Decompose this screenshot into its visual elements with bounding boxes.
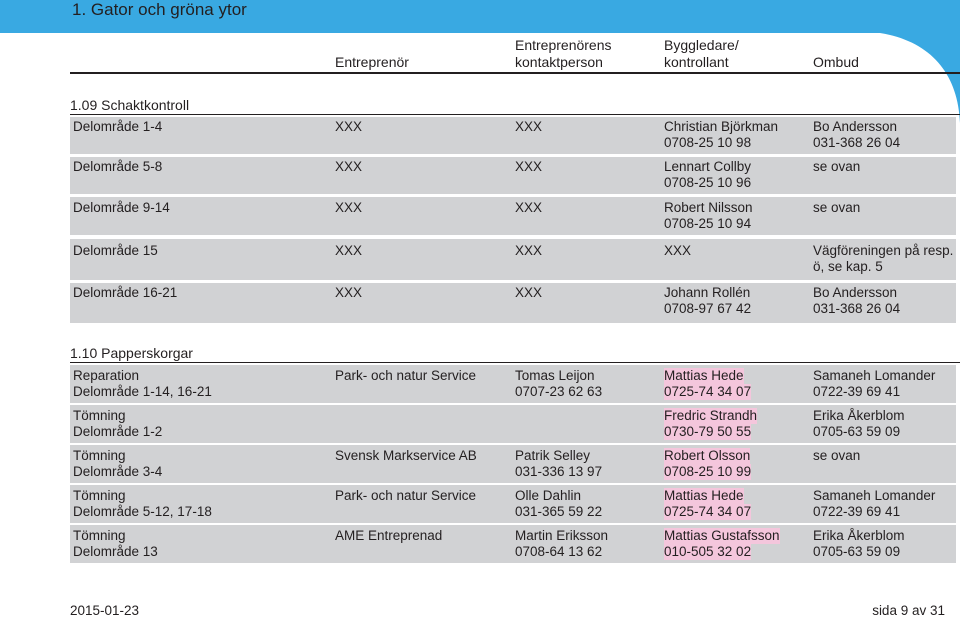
ombud-phone: 0705-63 59 09 [813, 544, 901, 559]
ombud-name: se ovan [813, 448, 861, 463]
kontakt-name: Olle Dahlin [515, 488, 582, 503]
area-label: Delområde 1-2 [73, 424, 163, 439]
area-type: Reparation [73, 368, 140, 383]
entreprenor-value: Park- och natur Service [335, 368, 477, 383]
area-label: Delområde 3-4 [73, 464, 163, 479]
bygg-phone: 0708-25 10 99 [664, 464, 752, 480]
kontakt-name: Tomas Leijon [515, 368, 595, 383]
area-label: Delområde 1-14, 16-21 [73, 384, 212, 399]
table-row: Tömning Delområde 1-2 Fredric Strandh 0730… [70, 405, 956, 443]
kontakt-phone: 031-336 13 97 [515, 464, 603, 479]
table-row: Delområde 1-4 XXX XXX Christian Björkman… [70, 117, 956, 154]
area-label: Delområde 9-14 [73, 200, 170, 215]
kontakt-name: Patrik Selley [515, 448, 591, 463]
kontakt-value: XXX [515, 119, 543, 134]
page-title: 1. Gator och gröna ytor [72, 0, 247, 19]
kontakt-phone: 031-365 59 22 [515, 504, 603, 519]
table-row: Tömning Delområde 5-12, 17-18 Park- och n… [70, 485, 956, 523]
ombud-name: Bo Andersson [813, 119, 898, 134]
ombud-phone: 0722-39 69 41 [813, 504, 901, 519]
footer-date: 2015-01-23 [70, 603, 140, 618]
bygg-name: Mattias Hede [664, 488, 744, 504]
table-row: Reparation Delområde 1-14, 16-21 Park- oc… [70, 365, 956, 403]
bygg-name: XXX [664, 243, 692, 258]
entreprenor-value: XXX [335, 200, 363, 215]
bygg-name: Lennart Collby [664, 159, 752, 174]
ombud-phone: ö, se kap. 5 [813, 259, 883, 274]
bygg-name: Robert Nilsson [664, 200, 753, 215]
kontakt-value: XXX [515, 285, 543, 300]
area-label: Delområde 5-8 [73, 159, 163, 174]
section-divider [70, 362, 960, 363]
area-label: Delområde 1-4 [73, 119, 163, 134]
col-header-ombud: Ombud [813, 54, 859, 70]
table-row: Delområde 5-8 XXX XXX Lennart Collby 0708… [70, 157, 956, 194]
ombud-name: se ovan [813, 159, 861, 174]
table-row: Tömning Delområde 3-4 Svensk Markservice … [70, 445, 956, 483]
area-label: Delområde 13 [73, 544, 158, 559]
ombud-name: se ovan [813, 200, 861, 215]
header-divider [70, 72, 960, 74]
kontakt-phone: 0708-64 13 62 [515, 544, 603, 559]
ombud-phone: 0722-39 69 41 [813, 384, 901, 399]
entreprenor-value: XXX [335, 285, 363, 300]
ombud-name: Bo Andersson [813, 285, 898, 300]
section-divider [70, 114, 960, 115]
bygg-name: Robert Olsson [664, 448, 751, 464]
area-label: Delområde 5-12, 17-18 [73, 504, 212, 519]
bygg-name: Johann Rollén [664, 285, 751, 300]
ombud-phone: 031-368 26 04 [813, 301, 901, 316]
ombud-name: Erika Åkerblom [813, 528, 905, 543]
kontakt-value: XXX [515, 159, 543, 174]
entreprenor-value: Park- och natur Service [335, 488, 477, 503]
col-header-kontakt-line2: kontaktperson [515, 54, 603, 70]
page-number: sida 9 av 31 [872, 603, 945, 618]
bygg-phone: 0708-25 10 98 [664, 135, 752, 150]
ombud-name: Vägföreningen på resp. [813, 243, 954, 258]
bygg-phone: 0725-74 34 07 [664, 504, 752, 520]
table-row: Tömning Delområde 13 AME Entreprenad Mart… [70, 525, 956, 563]
ombud-phone: 031-368 26 04 [813, 135, 901, 150]
bygg-phone: 0708-25 10 96 [664, 175, 752, 190]
bygg-name: Fredric Strandh [664, 408, 758, 424]
col-header-bygg-line2: kontrollant [664, 54, 729, 70]
area-label: Delområde 16-21 [73, 285, 178, 300]
area-type: Tömning [73, 488, 126, 503]
table-row: Delområde 16-21 XXX XXX Johann Rollén 070… [70, 283, 956, 323]
bygg-phone: 0725-74 34 07 [664, 384, 752, 400]
area-type: Tömning [73, 448, 126, 463]
section-title-schaktkontroll: 1.09 Schaktkontroll [70, 97, 190, 113]
ombud-name: Samaneh Lomander [813, 368, 936, 383]
kontakt-value: XXX [515, 243, 543, 258]
entreprenor-value: XXX [335, 243, 363, 258]
table-row: Delområde 9-14 XXX XXX Robert Nilsson 070… [70, 197, 956, 235]
kontakt-phone: 0707-23 62 63 [515, 384, 603, 399]
header-band: 1. Gator och gröna ytor [0, 0, 960, 33]
col-header-kontakt-line1: Entreprenörens [515, 37, 612, 53]
entreprenor-value: XXX [335, 159, 363, 174]
area-type: Tömning [73, 528, 126, 543]
ombud-name: Samaneh Lomander [813, 488, 936, 503]
entreprenor-value: Svensk Markservice AB [335, 448, 477, 463]
ombud-phone: 0705-63 59 09 [813, 424, 901, 439]
entreprenor-value: AME Entreprenad [335, 528, 443, 543]
bygg-name: Mattias Hede [664, 368, 744, 384]
bygg-name: Christian Björkman [664, 119, 779, 134]
col-header-bygg-line1: Byggledare/ [664, 37, 739, 53]
bygg-phone: 0708-25 10 94 [664, 216, 752, 231]
section-title-papperskorgar: 1.10 Papperskorgar [70, 345, 193, 361]
col-header-entreprenor: Entreprenör [335, 54, 409, 70]
kontakt-value: XXX [515, 200, 543, 215]
area-type: Tömning [73, 408, 126, 423]
table-row: Delområde 15 XXX XXX XXX Vägföreningen p… [70, 239, 956, 280]
bygg-phone: 0730-79 50 55 [664, 424, 752, 440]
kontakt-name: Martin Eriksson [515, 528, 609, 543]
bygg-phone: 0708-97 67 42 [664, 301, 752, 316]
bygg-phone: 010-505 32 02 [664, 544, 752, 560]
entreprenor-value: XXX [335, 119, 363, 134]
bygg-name: Mattias Gustafsson [664, 528, 780, 544]
ombud-name: Erika Åkerblom [813, 408, 905, 423]
decorative-curve [880, 33, 960, 123]
area-label: Delområde 15 [73, 243, 158, 258]
